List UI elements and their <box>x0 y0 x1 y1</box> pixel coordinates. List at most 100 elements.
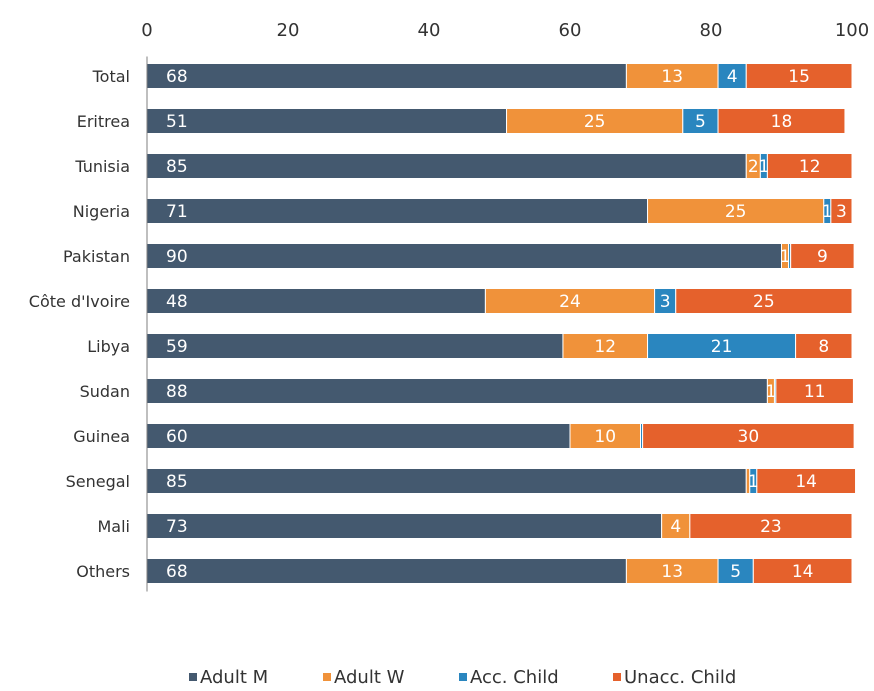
bar-segment <box>717 63 747 89</box>
bar-segment <box>756 468 857 494</box>
bar-segment <box>146 378 768 404</box>
bar-segment <box>562 333 649 359</box>
data-label: 21 <box>711 337 733 357</box>
data-label: 25 <box>725 202 747 222</box>
data-label: 18 <box>771 112 793 132</box>
legend-swatch <box>459 673 467 681</box>
data-label: 24 <box>559 292 581 312</box>
data-label: 1 <box>758 157 769 177</box>
data-label: 5 <box>730 562 741 582</box>
category-label: Tunisia <box>74 157 130 176</box>
category-label: Mali <box>98 517 131 536</box>
bar-segment <box>146 558 627 584</box>
x-tick-label: 80 <box>700 20 723 41</box>
legend: Adult M Adult W Acc. Child Unacc. Child <box>189 667 736 688</box>
x-axis-ticks: 0 20 40 60 80 100 <box>141 20 869 41</box>
category-label: Others <box>76 562 130 581</box>
x-tick-label: 100 <box>835 20 869 41</box>
bar-segment <box>484 288 656 314</box>
data-label: 4 <box>670 517 681 537</box>
bar-segment <box>682 108 719 134</box>
data-label: 3 <box>660 292 671 312</box>
bar-segment <box>766 153 853 179</box>
data-label: 14 <box>795 472 817 492</box>
data-label: 48 <box>166 292 188 312</box>
bar-segment <box>661 513 691 539</box>
bar-segment <box>146 108 508 134</box>
legend-swatch <box>323 673 331 681</box>
bar-segment <box>146 513 663 539</box>
bar-segment <box>146 423 571 449</box>
bars <box>146 63 857 584</box>
x-tick-label: 40 <box>418 20 441 41</box>
data-label: 90 <box>166 247 188 267</box>
legend-label: Adult W <box>334 667 405 688</box>
data-label: 85 <box>166 157 188 177</box>
data-label: 1 <box>822 202 833 222</box>
bar-segment <box>146 243 782 269</box>
data-label: 88 <box>166 382 188 402</box>
bar-segment <box>717 108 846 134</box>
category-label: Total <box>92 67 130 86</box>
bar-segment <box>689 513 853 539</box>
legend-swatch <box>189 673 197 681</box>
legend-swatch <box>613 673 621 681</box>
data-label: 1 <box>780 247 791 267</box>
data-label: 14 <box>792 562 814 582</box>
x-tick-label: 20 <box>277 20 300 41</box>
bar-segment <box>146 333 564 359</box>
data-label: 68 <box>166 67 188 87</box>
data-label: 13 <box>661 67 683 87</box>
bar-segment <box>625 63 719 89</box>
bar-segment <box>146 63 627 89</box>
bar-segment <box>146 198 649 224</box>
category-label: Guinea <box>73 427 130 446</box>
legend-label: Unacc. Child <box>624 667 736 688</box>
bar-segment <box>642 423 855 449</box>
data-label: 4 <box>727 67 738 87</box>
bar-segment <box>745 63 853 89</box>
category-label: Pakistan <box>63 247 130 266</box>
data-label: 25 <box>753 292 775 312</box>
category-label: Senegal <box>66 472 130 491</box>
data-label: 60 <box>166 427 188 447</box>
category-label: Eritrea <box>77 112 130 131</box>
legend-label: Adult M <box>200 667 268 688</box>
legend-label: Acc. Child <box>470 667 559 688</box>
data-label: 71 <box>166 202 188 222</box>
data-label: 59 <box>166 337 188 357</box>
bar-segment <box>775 378 854 404</box>
data-label: 12 <box>799 157 821 177</box>
data-label: 30 <box>738 427 760 447</box>
category-label: Côte d'Ivoire <box>29 292 130 311</box>
data-label: 2 <box>748 157 759 177</box>
data-label: 23 <box>760 517 782 537</box>
x-tick-label: 60 <box>559 20 582 41</box>
data-label: 73 <box>166 517 188 537</box>
data-label: 10 <box>594 427 616 447</box>
x-tick-label: 0 <box>141 20 152 41</box>
data-label: 25 <box>584 112 606 132</box>
data-label: 15 <box>788 67 810 87</box>
data-label: 85 <box>166 472 188 492</box>
bar-segment <box>752 558 853 584</box>
data-label: 11 <box>804 382 826 402</box>
data-label: 3 <box>836 202 847 222</box>
data-label: 8 <box>818 337 829 357</box>
category-label: Sudan <box>80 382 130 401</box>
category-label: Nigeria <box>73 202 130 221</box>
bar-segment <box>625 558 719 584</box>
bar-segment <box>795 333 853 359</box>
category-labels: Total Eritrea Tunisia Nigeria Pakistan Côte d… <box>29 67 130 581</box>
category-label: Libya <box>87 337 130 356</box>
bar-segment <box>830 198 853 224</box>
bar-segment <box>647 198 825 224</box>
data-label: 12 <box>594 337 616 357</box>
data-label: 1 <box>766 382 777 402</box>
data-label: 68 <box>166 562 188 582</box>
data-label: 5 <box>695 112 706 132</box>
data-label: 51 <box>166 112 188 132</box>
bar-segment <box>146 468 747 494</box>
